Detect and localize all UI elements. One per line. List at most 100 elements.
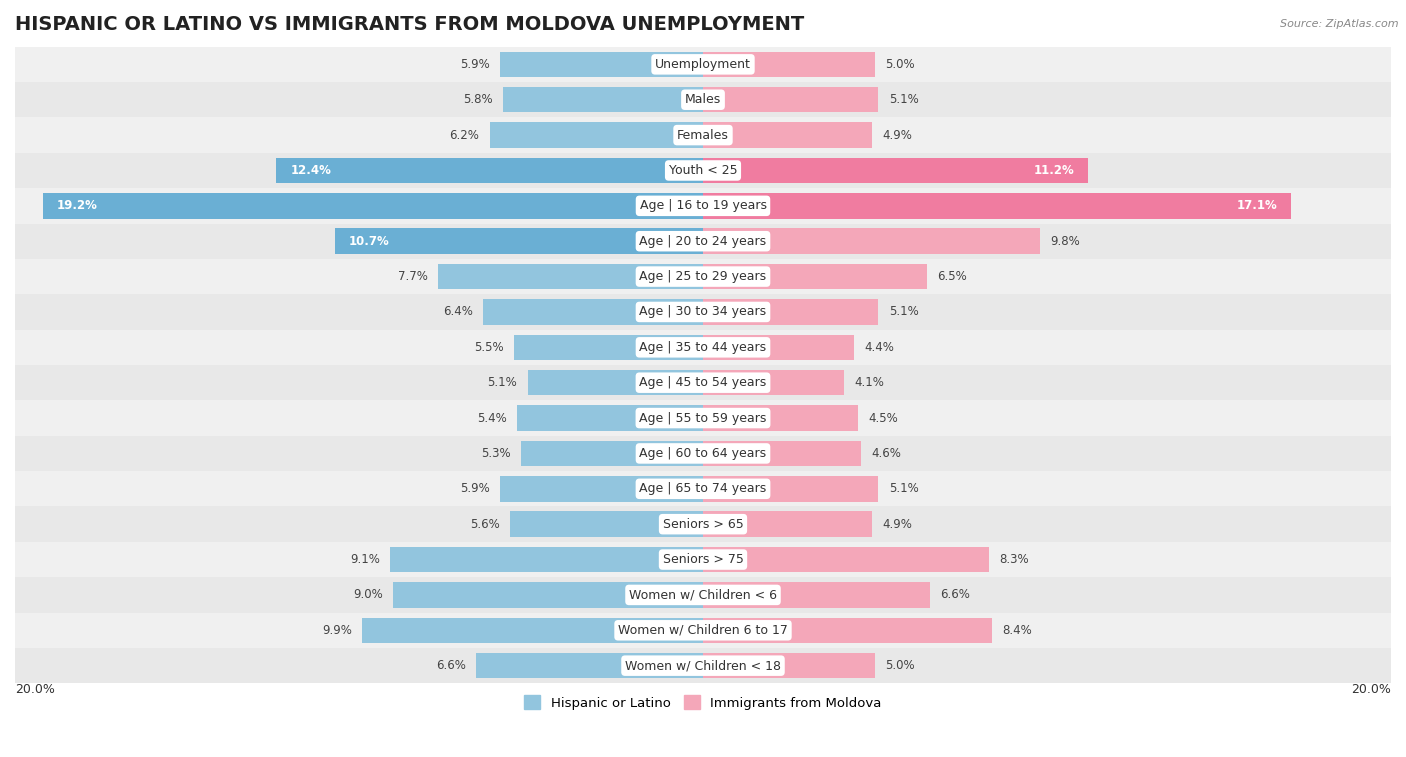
Text: 6.5%: 6.5%	[936, 270, 967, 283]
Bar	[389, 547, 703, 572]
Text: 5.0%: 5.0%	[886, 659, 915, 672]
Bar	[15, 223, 1391, 259]
Text: 20.0%: 20.0%	[15, 684, 55, 696]
Text: Youth < 25: Youth < 25	[669, 164, 737, 177]
Text: 8.4%: 8.4%	[1002, 624, 1032, 637]
Bar	[501, 476, 703, 502]
Bar	[517, 405, 703, 431]
Text: Women w/ Children 6 to 17: Women w/ Children 6 to 17	[619, 624, 787, 637]
Text: 9.1%: 9.1%	[350, 553, 380, 566]
Text: Unemployment: Unemployment	[655, 58, 751, 71]
Text: 5.1%: 5.1%	[889, 93, 918, 106]
Text: 4.4%: 4.4%	[865, 341, 894, 354]
Text: 7.7%: 7.7%	[398, 270, 427, 283]
Text: Females: Females	[678, 129, 728, 142]
Bar	[15, 188, 1391, 223]
Text: 4.9%: 4.9%	[882, 518, 911, 531]
Text: 4.1%: 4.1%	[855, 376, 884, 389]
Text: 5.4%: 5.4%	[477, 412, 508, 425]
Bar	[510, 512, 703, 537]
Bar	[703, 87, 879, 113]
Text: 6.4%: 6.4%	[443, 305, 472, 319]
Text: 6.6%: 6.6%	[941, 588, 970, 601]
Text: 6.2%: 6.2%	[450, 129, 479, 142]
Bar	[15, 259, 1391, 294]
Text: 5.1%: 5.1%	[889, 305, 918, 319]
Bar	[15, 329, 1391, 365]
Bar	[394, 582, 703, 608]
Bar	[477, 653, 703, 678]
Bar	[439, 264, 703, 289]
Text: 11.2%: 11.2%	[1033, 164, 1074, 177]
Text: Seniors > 65: Seniors > 65	[662, 518, 744, 531]
Bar	[703, 476, 879, 502]
Legend: Hispanic or Latino, Immigrants from Moldova: Hispanic or Latino, Immigrants from Mold…	[519, 690, 887, 715]
Bar	[503, 87, 703, 113]
Bar	[703, 618, 993, 643]
Text: 5.9%: 5.9%	[460, 482, 489, 495]
Text: 5.3%: 5.3%	[481, 447, 510, 460]
Bar	[15, 400, 1391, 436]
Text: Age | 55 to 59 years: Age | 55 to 59 years	[640, 412, 766, 425]
Text: 5.5%: 5.5%	[474, 341, 503, 354]
Text: 19.2%: 19.2%	[56, 199, 97, 212]
Text: 5.9%: 5.9%	[460, 58, 489, 71]
Text: 9.0%: 9.0%	[353, 588, 382, 601]
Bar	[15, 578, 1391, 612]
Text: 10.7%: 10.7%	[349, 235, 389, 248]
Bar	[520, 441, 703, 466]
Text: Age | 20 to 24 years: Age | 20 to 24 years	[640, 235, 766, 248]
Bar	[15, 471, 1391, 506]
Bar	[15, 542, 1391, 578]
Bar	[703, 512, 872, 537]
Text: 9.9%: 9.9%	[322, 624, 352, 637]
Text: Age | 65 to 74 years: Age | 65 to 74 years	[640, 482, 766, 495]
Bar	[703, 653, 875, 678]
Bar	[42, 193, 703, 219]
Bar	[489, 123, 703, 148]
Bar	[15, 153, 1391, 188]
Bar	[15, 365, 1391, 400]
Text: 17.1%: 17.1%	[1237, 199, 1278, 212]
Bar	[513, 335, 703, 360]
Text: 5.1%: 5.1%	[889, 482, 918, 495]
Bar	[15, 648, 1391, 684]
Text: Women w/ Children < 18: Women w/ Children < 18	[626, 659, 780, 672]
Bar	[15, 506, 1391, 542]
Bar	[703, 264, 927, 289]
Text: 5.6%: 5.6%	[470, 518, 501, 531]
Bar	[15, 436, 1391, 471]
Bar	[15, 117, 1391, 153]
Bar	[703, 123, 872, 148]
Bar	[501, 51, 703, 77]
Bar	[703, 441, 862, 466]
Text: Age | 30 to 34 years: Age | 30 to 34 years	[640, 305, 766, 319]
Bar	[703, 193, 1291, 219]
Text: 12.4%: 12.4%	[290, 164, 330, 177]
Bar	[703, 405, 858, 431]
Bar	[703, 229, 1040, 254]
Text: 8.3%: 8.3%	[998, 553, 1028, 566]
Text: Women w/ Children < 6: Women w/ Children < 6	[628, 588, 778, 601]
Bar	[703, 299, 879, 325]
Text: 9.8%: 9.8%	[1050, 235, 1080, 248]
Bar	[15, 612, 1391, 648]
Text: 4.6%: 4.6%	[872, 447, 901, 460]
Text: Age | 35 to 44 years: Age | 35 to 44 years	[640, 341, 766, 354]
Text: 4.5%: 4.5%	[868, 412, 898, 425]
Bar	[703, 157, 1088, 183]
Text: Age | 60 to 64 years: Age | 60 to 64 years	[640, 447, 766, 460]
Text: 20.0%: 20.0%	[1351, 684, 1391, 696]
Bar	[703, 335, 855, 360]
Text: Source: ZipAtlas.com: Source: ZipAtlas.com	[1281, 19, 1399, 29]
Bar	[277, 157, 703, 183]
Bar	[482, 299, 703, 325]
Bar	[15, 47, 1391, 82]
Bar	[703, 51, 875, 77]
Bar	[335, 229, 703, 254]
Text: Males: Males	[685, 93, 721, 106]
Text: 5.1%: 5.1%	[488, 376, 517, 389]
Text: Age | 16 to 19 years: Age | 16 to 19 years	[640, 199, 766, 212]
Bar	[703, 547, 988, 572]
Text: 6.6%: 6.6%	[436, 659, 465, 672]
